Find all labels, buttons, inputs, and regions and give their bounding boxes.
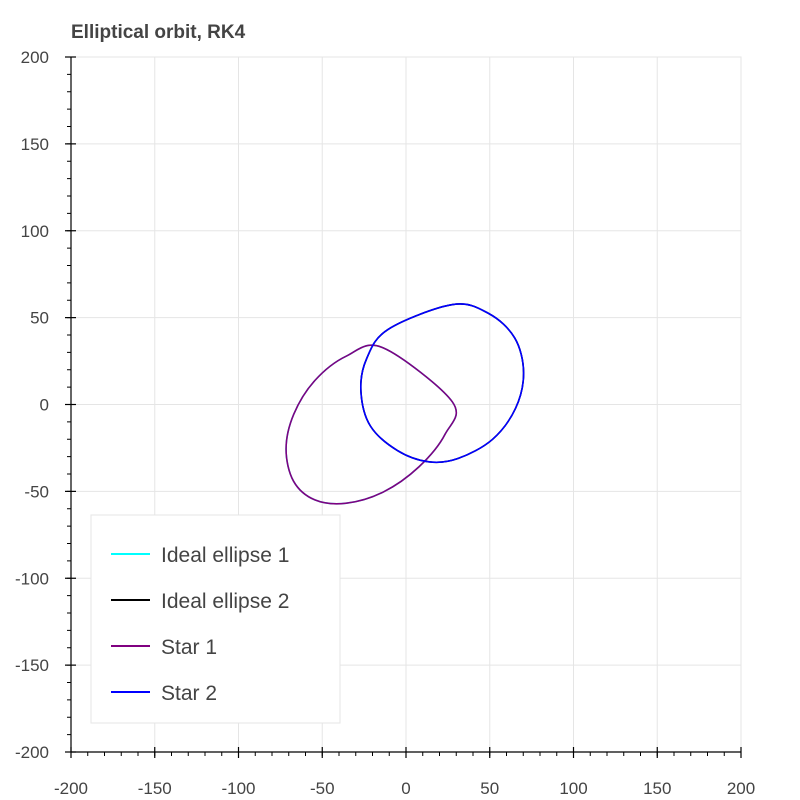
y-tick-label: -150 xyxy=(15,656,49,675)
legend-box xyxy=(90,514,341,724)
legend: Ideal ellipse 1 Ideal ellipse 2 Star 1 Star… xyxy=(90,514,341,724)
y-tick-label: -200 xyxy=(15,743,49,762)
x-tick-label: 0 xyxy=(401,779,410,798)
x-tick-label: 200 xyxy=(727,779,755,798)
legend-label-4: Star 2 xyxy=(161,682,217,705)
x-tick-label: -200 xyxy=(54,779,88,798)
chart-title: Elliptical orbit, RK4 xyxy=(71,22,246,43)
y-tick-label: 50 xyxy=(30,309,49,328)
x-tick-label: 100 xyxy=(559,779,587,798)
axes: -200 -150 -100 -50 0 50 100 150 200 -200 -150 -100 -… xyxy=(15,48,755,798)
legend-label-1: Ideal ellipse 1 xyxy=(161,544,289,567)
series-line-4 xyxy=(359,303,525,464)
y-tick-label: -100 xyxy=(15,569,49,588)
series-layer xyxy=(285,303,525,505)
y-tick-label: 150 xyxy=(21,135,49,154)
legend-label-3: Star 1 xyxy=(161,636,217,659)
x-tick-label: -100 xyxy=(221,779,255,798)
y-tick-label: 100 xyxy=(21,222,49,241)
y-tick-label: 0 xyxy=(40,396,49,415)
y-tick-label: -50 xyxy=(24,482,49,501)
x-tick-label: 150 xyxy=(643,779,671,798)
x-tick-label: -150 xyxy=(138,779,172,798)
y-tick-label: 200 xyxy=(21,48,49,67)
series-line-3 xyxy=(285,344,458,505)
x-tick-label: -50 xyxy=(310,779,335,798)
legend-label-2: Ideal ellipse 2 xyxy=(161,590,289,613)
x-tick-label: 50 xyxy=(480,779,499,798)
